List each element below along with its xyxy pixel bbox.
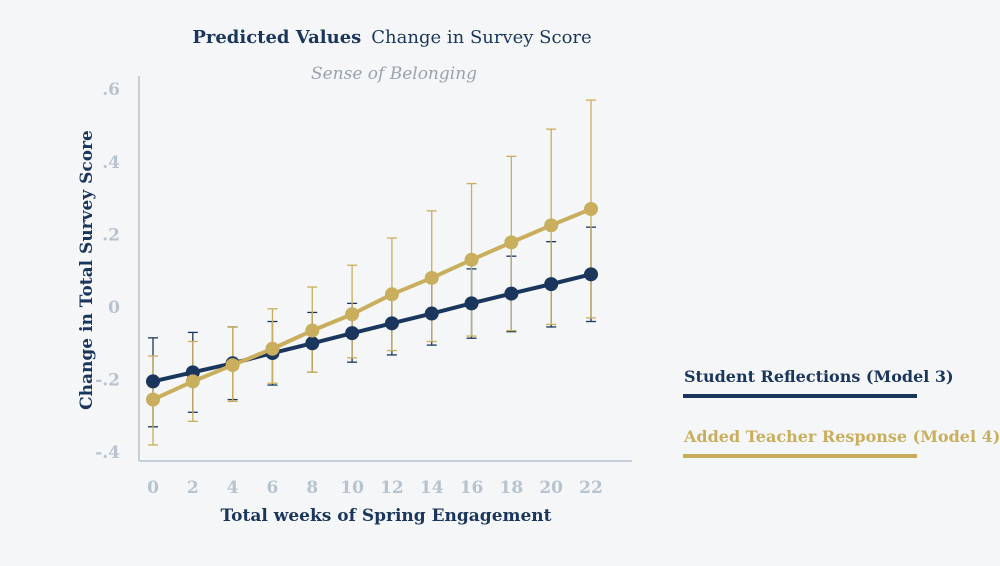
data-point [384, 316, 399, 331]
data-point [584, 201, 598, 216]
data-point [146, 392, 160, 407]
x-tick-labels: 0 2 4 6 8 10 12 14 16 18 20 22 [147, 478, 603, 498]
y-axis-label: Change in Total Survey Score [77, 130, 97, 410]
chart-title: Predicted Values Change in Survey Score [192, 27, 591, 48]
x-tick-label: 20 [539, 478, 563, 498]
chart-title-regular: Change in Survey Score [371, 27, 591, 48]
chart-subtitle: Sense of Belonging [311, 64, 477, 84]
x-tick-label: 0 [147, 478, 159, 498]
chart-title-bold: Predicted Values [192, 27, 361, 48]
data-point [424, 306, 439, 321]
x-tick-label: 18 [500, 478, 524, 498]
data-point [305, 323, 320, 338]
legend-label-model3: Student Reflections (Model 3) [684, 367, 954, 386]
y-tick-label: .6 [102, 80, 120, 100]
y-tick-labels: -.4 -.2 0 .2 .4 .6 [95, 80, 120, 463]
y-tick-label: -.4 [95, 443, 120, 463]
data-point [464, 252, 479, 267]
x-tick-label: 6 [267, 478, 279, 498]
data-point [584, 267, 598, 282]
data-point [384, 287, 399, 302]
data-point [225, 358, 240, 373]
legend-label-model4: Added Teacher Response (Model 4) [683, 427, 1000, 446]
x-tick-label: 22 [579, 478, 603, 498]
data-point [146, 374, 160, 389]
data-point [424, 270, 439, 285]
data-point [345, 307, 360, 322]
legend: Student Reflections (Model 3) Added Teac… [683, 367, 1000, 458]
y-tick-label: -.2 [95, 371, 120, 391]
x-tick-label: 10 [340, 478, 364, 498]
data-point [504, 235, 519, 250]
x-tick-label: 2 [187, 478, 199, 498]
x-tick-label: 16 [460, 478, 484, 498]
y-tick-label: .2 [102, 225, 120, 245]
data-point [544, 218, 559, 233]
series-2 [146, 201, 598, 407]
x-tick-label: 12 [380, 478, 404, 498]
y-tick-label: .4 [102, 153, 120, 173]
data-point [544, 277, 559, 292]
x-tick-label: 8 [306, 478, 318, 498]
x-tick-label: 4 [227, 478, 239, 498]
series-1 [146, 267, 598, 389]
data-point [305, 336, 320, 351]
data-point [464, 296, 479, 311]
data-point [185, 374, 200, 389]
series-line [152, 272, 592, 384]
series-group [146, 99, 598, 446]
series-line [152, 207, 592, 402]
y-tick-label: 0 [108, 298, 120, 318]
data-point [345, 326, 360, 341]
data-point [504, 286, 519, 301]
x-tick-label: 14 [420, 478, 444, 498]
x-axis-label: Total weeks of Spring Engagement [220, 506, 551, 526]
data-point [265, 341, 280, 356]
error-bars-series-2 [148, 99, 596, 446]
